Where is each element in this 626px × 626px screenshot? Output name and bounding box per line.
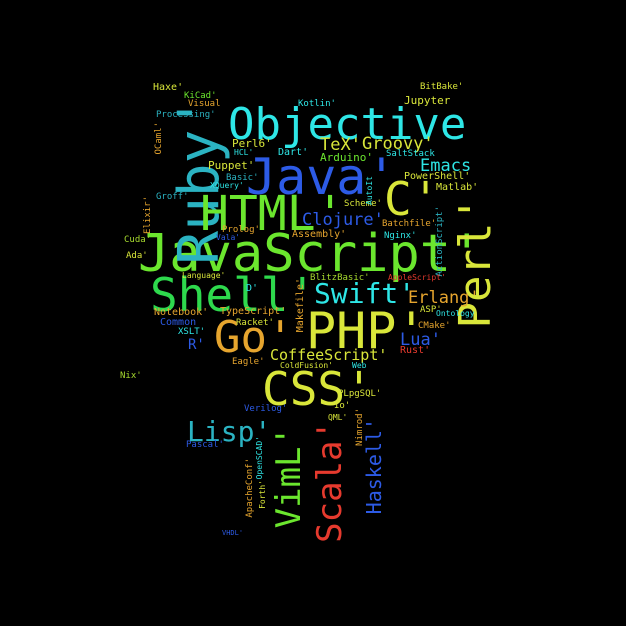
- word-matlab: Matlab': [436, 182, 479, 193]
- word-lisp: Lisp': [187, 415, 272, 448]
- word-c: C': [384, 172, 440, 226]
- word-makefile: Makefile': [295, 278, 306, 333]
- word-kicad: KiCad': [184, 91, 217, 101]
- word-html: HTML': [200, 186, 345, 242]
- word-blitzbasic: BlitzBasic': [310, 273, 370, 283]
- word-arduino: Arduino': [320, 151, 373, 164]
- word-perl6: Perl6': [232, 137, 272, 150]
- word-css: CSS': [262, 362, 373, 416]
- word-forth: Forth': [258, 480, 267, 509]
- word-visual: Visual: [188, 99, 221, 109]
- word-lua: Lua': [400, 330, 441, 350]
- word-java: Java': [246, 148, 397, 206]
- word-kotlin: Kotlin': [298, 99, 336, 109]
- word-rust: Rust': [400, 345, 431, 356]
- word-cuda: Cuda': [124, 235, 152, 245]
- word-powershell: PowerShell': [404, 171, 471, 182]
- word-io: Io': [334, 401, 351, 411]
- word-coffeescript: CoffeeScript': [270, 346, 388, 364]
- word-web: Web: [352, 361, 367, 370]
- word-processing: Processing': [156, 110, 216, 120]
- word-nix: Nix': [120, 371, 142, 381]
- word-hcl: HCL': [234, 148, 254, 157]
- word-clojure: Clojure': [302, 210, 384, 230]
- word-verilog: Verilog': [244, 404, 288, 414]
- word-pascal: Pascal': [186, 440, 224, 450]
- word-elixir: Elixir': [143, 196, 153, 234]
- word-eagle: Eagle': [232, 357, 265, 367]
- word-objective: Objective: [228, 99, 467, 150]
- word-erlang: Erlang': [408, 288, 480, 308]
- word-applescript: AppleScript': [388, 273, 446, 282]
- word-typescript: TypeScript': [220, 306, 287, 317]
- word-qml: QML': [328, 413, 348, 422]
- word-ontology: Ontology: [436, 309, 475, 318]
- word-scheme: Scheme': [344, 199, 382, 209]
- word-javascript: JavaScript': [138, 224, 483, 284]
- word-groff: Groff': [156, 192, 189, 202]
- word-notebook: Notebook': [154, 307, 209, 318]
- word-language: Language': [182, 271, 226, 280]
- word-dart: Dart': [278, 147, 309, 158]
- word-emacs: Emacs: [420, 156, 472, 176]
- word-ocaml: OCaml': [154, 122, 164, 155]
- word-prolog: Prolog': [222, 225, 260, 235]
- word-plpgsql: PLpgSQL': [338, 389, 382, 399]
- word-shell: Shell': [150, 268, 317, 322]
- word-jupyter: Jupyter: [404, 94, 451, 107]
- word-saltstack: SaltStack: [386, 149, 435, 159]
- word-nimrod: Nimrod': [355, 408, 365, 446]
- word-assembly: Assembly': [292, 229, 347, 240]
- word-r: R': [188, 337, 205, 353]
- word-vala: Vala': [216, 233, 241, 242]
- word-actionscript: ActionScript': [435, 206, 445, 277]
- word-nginx: Nginx': [384, 231, 417, 241]
- word-asp: ASP': [420, 305, 442, 315]
- word-vhdl: VHDL': [222, 529, 244, 537]
- word-apacheconf: ApacheConf': [245, 458, 255, 518]
- word-go: Go': [214, 312, 294, 363]
- word-php: PHP': [306, 302, 427, 360]
- word-puppet: Puppet': [208, 159, 255, 172]
- word-viml: VimL': [269, 426, 309, 529]
- word-haxe: Haxe': [153, 82, 184, 93]
- word-haskell: Haskell': [362, 418, 386, 515]
- word-coldfusion: ColdFusion': [280, 361, 333, 370]
- word-basic: Basic': [226, 173, 259, 183]
- word-autoit: AutoIt: [365, 176, 374, 205]
- word-d: D': [246, 283, 259, 294]
- word-common: Common: [160, 317, 197, 328]
- word-tex: TeX': [320, 135, 361, 155]
- word-swift: Swift': [314, 277, 416, 310]
- word-xquery: XQuery': [210, 181, 244, 190]
- word-xslt: XSLT': [178, 327, 206, 337]
- word-openscad: OpenSCAD': [255, 436, 264, 480]
- word-scala: Scala': [310, 420, 350, 543]
- word-cmake: CMake': [418, 321, 451, 331]
- word-ada: Ada': [126, 251, 148, 261]
- word-racket: Racket': [236, 318, 274, 328]
- word-groovy: Groovy': [362, 134, 434, 154]
- word-bitbake: BitBake': [420, 82, 464, 92]
- word-batchfile: Batchfile': [382, 219, 437, 229]
